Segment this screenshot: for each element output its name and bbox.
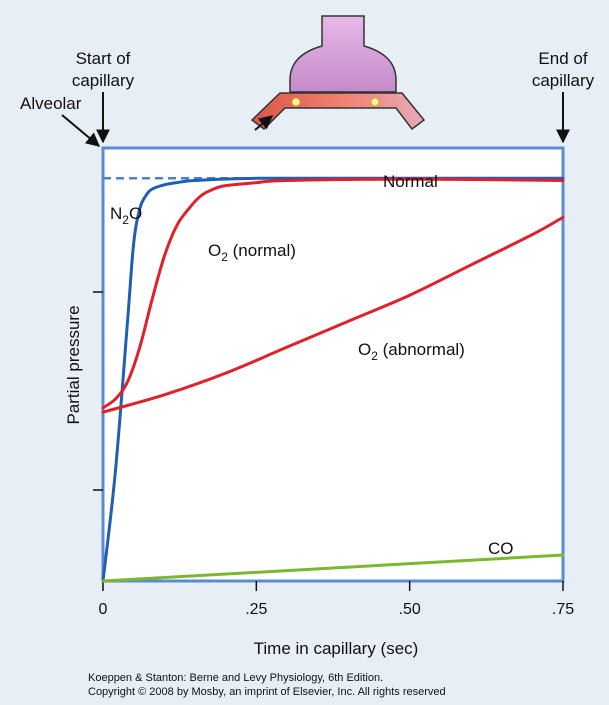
x-ticks: 0 .25 .50 .75 xyxy=(99,581,574,618)
alveolar-arrow xyxy=(61,114,101,147)
series-label-co: CO xyxy=(488,539,514,558)
end-marker-line1: End of xyxy=(538,49,587,68)
series-layer xyxy=(101,176,565,583)
x-tick-label-3: .75 xyxy=(552,601,574,618)
credit-line-2: Copyright © 2008 by Mosby, an imprint of… xyxy=(88,686,446,698)
x-tick-label-0: 0 xyxy=(99,601,108,618)
start-marker-line1: Start of xyxy=(76,49,131,68)
x-tick-label-2: .50 xyxy=(399,601,421,618)
x-tick-label-1: .25 xyxy=(245,601,267,618)
series-line-co xyxy=(101,553,565,583)
series-line-n2o xyxy=(101,176,565,583)
y-ticks xyxy=(93,291,103,491)
alveolar-label: Alveolar xyxy=(20,94,82,113)
series-label-n2o: N2O xyxy=(110,204,142,227)
series-line-o2-normal xyxy=(101,177,565,410)
credit-line-1: Koeppen & Stanton: Berne and Levy Physio… xyxy=(88,672,383,684)
end-marker-line2: capillary xyxy=(532,71,595,90)
start-marker-line2: capillary xyxy=(72,71,135,90)
x-axis-label: Time in capillary (sec) xyxy=(254,639,419,658)
reference-label-normal: Normal xyxy=(383,172,438,191)
series-line-o2-abnormal xyxy=(101,215,565,414)
plot-area xyxy=(103,148,563,581)
y-axis-label: Partial pressure xyxy=(64,305,83,424)
plot-frame xyxy=(101,146,565,583)
alveolus-capillary-icon xyxy=(250,15,426,131)
series-label-o2-abnormal: O2 (abnormal) xyxy=(358,340,465,363)
series-label-o2-normal: O2 (normal) xyxy=(208,241,296,264)
